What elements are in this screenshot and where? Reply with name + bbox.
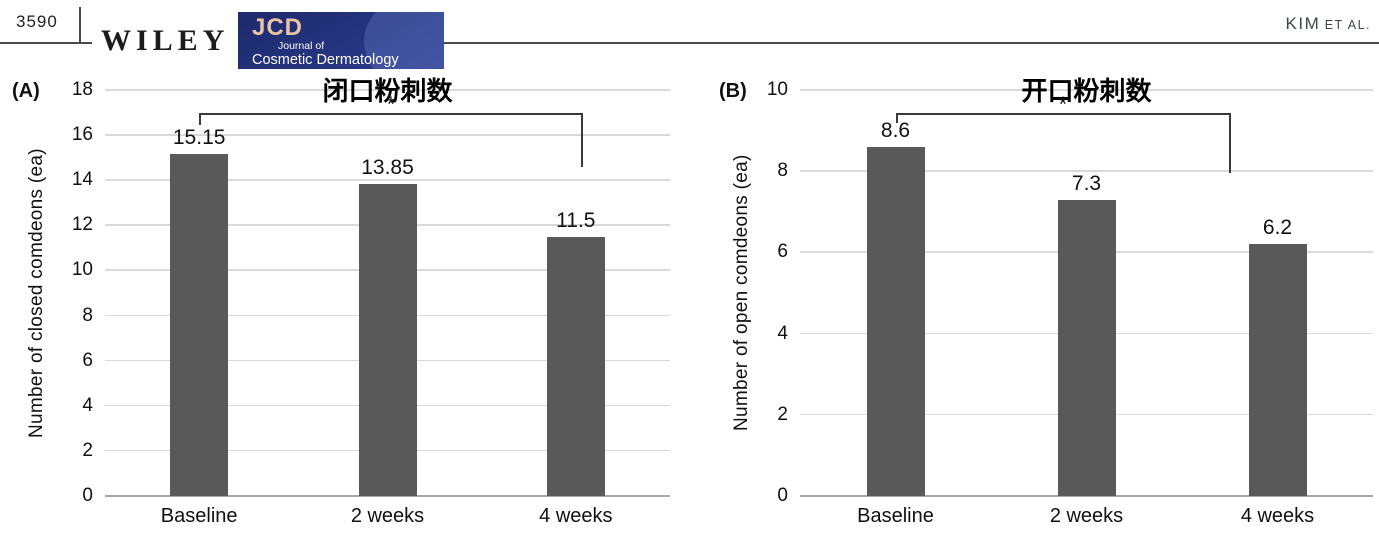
x-tick-label: 4 weeks: [539, 505, 613, 527]
bar: [1248, 244, 1307, 496]
badge-swoosh-decoration: [364, 12, 444, 69]
significance-bracket: [199, 113, 583, 115]
bar: [170, 154, 229, 496]
y-tick-label: 6: [82, 349, 93, 371]
journal-logo-badge: JCD Journal of Cosmetic Dermatology: [238, 12, 444, 69]
panel-label: (B): [719, 80, 747, 102]
journal-name: Cosmetic Dermatology: [252, 52, 399, 68]
y-tick-label: 8: [82, 304, 93, 326]
x-tick-label: 2 weeks: [350, 505, 425, 527]
header-divider: [79, 7, 81, 43]
x-axis-line: [800, 495, 1373, 497]
bar-value-label: 11.5: [556, 208, 596, 232]
y-tick-label: 8: [777, 160, 788, 182]
y-tick-label: 10: [766, 79, 788, 100]
page-number: 3590: [16, 12, 58, 31]
y-tick-label: 14: [71, 169, 93, 191]
y-tick-label: 0: [82, 485, 93, 506]
y-tick-label: 4: [82, 394, 93, 416]
significance-bracket-left-end: [895, 113, 898, 123]
y-tick-label: 10: [71, 259, 93, 281]
bar-value-label: 6.2: [1262, 216, 1293, 240]
gridline: [800, 170, 1373, 172]
bar: [546, 236, 605, 496]
significance-bracket: [895, 113, 1231, 115]
panel-label: (A): [12, 80, 40, 102]
gridline: [105, 134, 670, 136]
significance-bracket-right-end: [580, 113, 583, 167]
x-tick-label: Baseline: [160, 505, 238, 527]
y-tick-label: 16: [71, 124, 93, 146]
y-tick-label: 4: [777, 322, 788, 344]
wiley-logo: WILEY: [92, 24, 239, 60]
bar-value-label: 15.15: [172, 126, 226, 150]
running-head-author: KIM: [1285, 14, 1321, 33]
journal-tagline: Journal of: [278, 40, 325, 52]
x-tick-label: Baseline: [857, 505, 934, 527]
chart-title: 开口粉刺数: [1021, 76, 1152, 106]
bar-value-label: 13.85: [361, 155, 414, 179]
bar: [1057, 199, 1116, 496]
running-head-suffix: ET AL.: [1324, 18, 1371, 32]
y-tick-label: 12: [71, 214, 93, 236]
significance-bracket-left-end: [199, 113, 202, 125]
gridline: [800, 89, 1373, 91]
significance-asterisk: *: [386, 93, 396, 116]
gridline: [105, 89, 670, 91]
y-tick-label: 6: [777, 241, 788, 263]
y-tick-label: 2: [777, 403, 788, 425]
chart-title: 闭口粉刺数: [322, 76, 453, 106]
significance-asterisk: *: [1058, 93, 1068, 116]
journal-abbrev: JCD: [252, 14, 304, 41]
y-tick-label: 0: [777, 485, 788, 506]
x-axis-line: [105, 495, 670, 497]
significance-bracket-right-end: [1228, 113, 1231, 173]
bar-value-label: 7.3: [1071, 171, 1102, 195]
gridline: [105, 179, 670, 181]
y-tick-label: 2: [82, 439, 93, 461]
bar: [866, 146, 925, 496]
header-rule: [0, 42, 1379, 44]
x-tick-label: 4 weeks: [1240, 505, 1315, 527]
bar: [358, 183, 417, 496]
bar-value-label: 8.6: [880, 118, 911, 142]
y-tick-label: 18: [71, 79, 93, 100]
running-head: KIM ET AL.: [1286, 14, 1371, 34]
y-axis-label: Number of open comdeons (ea): [731, 154, 752, 432]
x-tick-label: 2 weeks: [1049, 505, 1124, 527]
